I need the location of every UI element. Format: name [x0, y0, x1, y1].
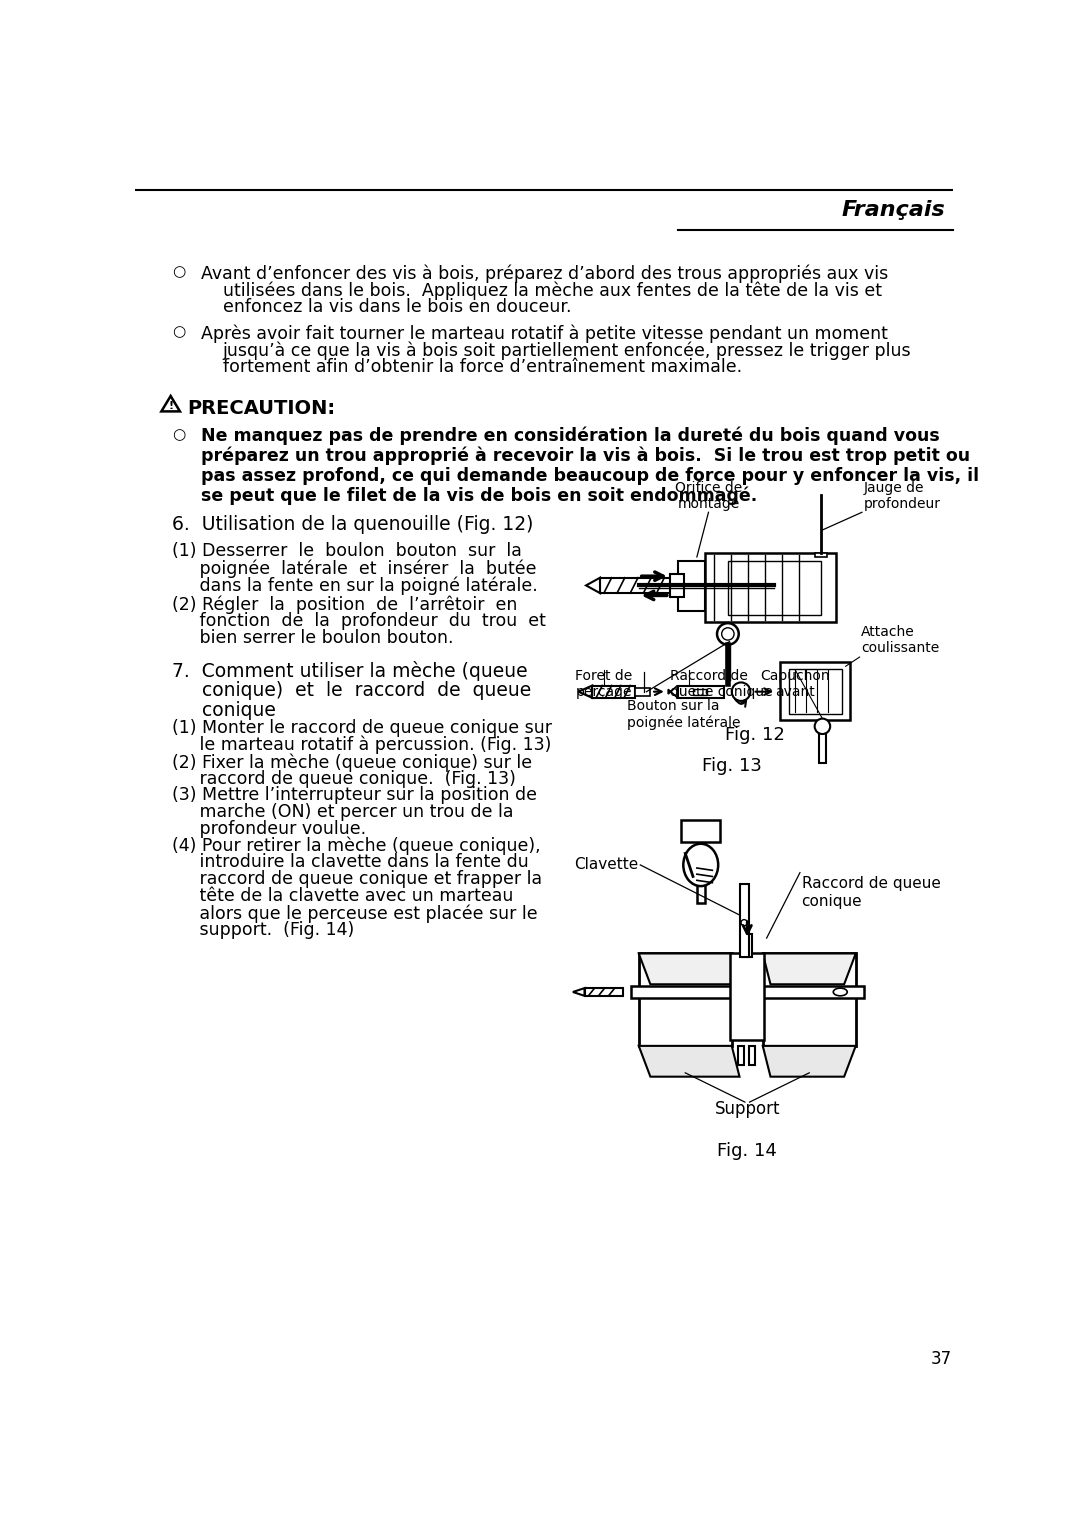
Text: 37: 37 — [931, 1350, 951, 1368]
Text: ○: ○ — [172, 265, 186, 280]
Text: enfoncez la vis dans le bois en douceur.: enfoncez la vis dans le bois en douceur. — [222, 298, 571, 317]
Polygon shape — [586, 578, 600, 593]
Text: Orifice de
montage: Orifice de montage — [675, 480, 742, 511]
Text: conique)  et  le  raccord  de  queue: conique) et le raccord de queue — [172, 680, 531, 700]
Polygon shape — [572, 988, 584, 995]
Polygon shape — [762, 954, 855, 1046]
Text: 6.  Utilisation de la quenouille (Fig. 12): 6. Utilisation de la quenouille (Fig. 12… — [172, 515, 534, 534]
Circle shape — [732, 682, 751, 700]
Bar — [677, 561, 704, 610]
Bar — [789, 668, 841, 714]
Bar — [631, 986, 864, 998]
Text: profondeur voulue.: profondeur voulue. — [172, 820, 366, 838]
Polygon shape — [762, 1046, 855, 1076]
Circle shape — [717, 624, 739, 645]
Bar — [748, 1046, 755, 1066]
Text: jusqu’à ce que la vis à bois soit partiellement enfoncée, pressez le trigger plu: jusqu’à ce que la vis à bois soit partie… — [222, 341, 912, 359]
Circle shape — [814, 719, 831, 734]
Text: se peut que le filet de la vis de bois en soit endommagé.: se peut que le filet de la vis de bois e… — [201, 486, 757, 506]
Bar — [740, 884, 748, 957]
Text: Capuchon
avant: Capuchon avant — [760, 668, 831, 699]
Text: ○: ○ — [172, 427, 186, 442]
Text: Avant d’enfoncer des vis à bois, préparez d’abord des trous appropriés aux vis: Avant d’enfoncer des vis à bois, prépare… — [201, 265, 888, 283]
Text: pas assez profond, ce qui demande beaucoup de force pour y enfoncer la vis, il: pas assez profond, ce qui demande beauco… — [201, 466, 978, 485]
Bar — [819, 720, 826, 763]
Text: Fig. 14: Fig. 14 — [717, 1142, 778, 1161]
Circle shape — [721, 628, 734, 641]
Text: Jauge de
profondeur: Jauge de profondeur — [864, 480, 941, 511]
Bar — [600, 578, 677, 593]
Text: !: ! — [168, 401, 173, 411]
Polygon shape — [638, 954, 740, 985]
Text: introduire la clavette dans la fente du: introduire la clavette dans la fente du — [172, 853, 529, 872]
Text: support.  (Fig. 14): support. (Fig. 14) — [172, 920, 354, 939]
Text: (1) Desserrer  le  boulon  bouton  sur  la: (1) Desserrer le boulon bouton sur la — [172, 543, 522, 560]
Text: raccord de queue conique et frapper la: raccord de queue conique et frapper la — [172, 870, 542, 888]
Bar — [704, 553, 836, 622]
Text: Bouton sur la
poignée latérale: Bouton sur la poignée latérale — [627, 699, 741, 731]
Bar — [780, 662, 850, 720]
Polygon shape — [578, 685, 592, 697]
Text: dans la fente en sur la poigné latérale.: dans la fente en sur la poigné latérale. — [172, 576, 538, 595]
Text: Attache
coulissante: Attache coulissante — [861, 624, 940, 654]
Polygon shape — [161, 396, 180, 411]
Text: Foret de
perçage: Foret de perçage — [576, 668, 633, 699]
Polygon shape — [638, 954, 732, 1046]
Bar — [693, 688, 707, 694]
Bar — [730, 954, 765, 1040]
Text: tête de la clavette avec un marteau: tête de la clavette avec un marteau — [172, 887, 514, 905]
Text: le marteau rotatif à percussion. (Fig. 13): le marteau rotatif à percussion. (Fig. 1… — [172, 735, 552, 754]
Text: Raccord de
queue conique: Raccord de queue conique — [670, 668, 772, 699]
Text: préparez un trou approprié à recevoir la vis à bois.  Si le trou est trop petit : préparez un trou approprié à recevoir la… — [201, 446, 970, 465]
Polygon shape — [638, 1046, 740, 1076]
Text: marche (ON) et percer un trou de la: marche (ON) et percer un trou de la — [172, 803, 514, 821]
Polygon shape — [762, 954, 855, 985]
Text: Clavette: Clavette — [575, 858, 638, 873]
Text: Ne manquez pas de prendre en considération la dureté du bois quand vous: Ne manquez pas de prendre en considérati… — [201, 427, 940, 445]
Text: utilisées dans le bois.  Appliquez la mèche aux fentes de la tête de la vis et: utilisées dans le bois. Appliquez la mèc… — [222, 281, 881, 300]
Bar — [728, 561, 821, 615]
Bar — [738, 1046, 744, 1066]
Bar — [592, 685, 635, 697]
Text: conique: conique — [172, 700, 276, 720]
Text: PRECAUTION:: PRECAUTION: — [188, 399, 336, 417]
Bar — [670, 573, 684, 596]
Text: Fig. 12: Fig. 12 — [725, 726, 785, 745]
Text: alors que le perceuse est placée sur le: alors que le perceuse est placée sur le — [172, 904, 538, 922]
Text: (3) Mettre l’interrupteur sur la position de: (3) Mettre l’interrupteur sur la positio… — [172, 786, 537, 804]
Bar — [677, 685, 724, 697]
Text: Raccord de queue
conique: Raccord de queue conique — [801, 876, 941, 908]
Text: bien serrer le boulon bouton.: bien serrer le boulon bouton. — [172, 630, 454, 647]
Text: (2) Fixer la mèche (queue conique) sur le: (2) Fixer la mèche (queue conique) sur l… — [172, 754, 532, 772]
Circle shape — [741, 919, 747, 925]
Text: Français: Français — [841, 200, 945, 220]
Ellipse shape — [834, 988, 847, 995]
Bar — [681, 820, 720, 842]
Text: 7.  Comment utiliser la mèche (queue: 7. Comment utiliser la mèche (queue — [172, 661, 528, 680]
Text: (2) Régler  la  position  de  l’arrêtoir  en: (2) Régler la position de l’arrêtoir en — [172, 595, 517, 615]
Text: poignée  latérale  et  insérer  la  butée: poignée latérale et insérer la butée — [172, 560, 537, 578]
Text: raccord de queue conique.  (Fig. 13): raccord de queue conique. (Fig. 13) — [172, 771, 516, 789]
Text: Après avoir fait tourner le marteau rotatif à petite vitesse pendant un moment: Après avoir fait tourner le marteau rota… — [201, 324, 888, 342]
Ellipse shape — [684, 844, 718, 887]
Bar — [697, 835, 704, 904]
Text: (1) Monter le raccord de queue conique sur: (1) Monter le raccord de queue conique s… — [172, 719, 552, 737]
Text: fonction  de  la  profondeur  du  trou  et: fonction de la profondeur du trou et — [172, 613, 546, 630]
Text: Fig. 13: Fig. 13 — [702, 757, 761, 775]
Text: fortement afin d’obtenir la force d’entraînement maximale.: fortement afin d’obtenir la force d’entr… — [222, 358, 742, 376]
Text: Support: Support — [715, 1099, 780, 1118]
Text: ○: ○ — [172, 324, 186, 339]
Bar — [814, 553, 827, 557]
Bar — [635, 688, 650, 696]
Bar — [743, 934, 752, 957]
Bar — [584, 988, 623, 995]
Text: (4) Pour retirer la mèche (queue conique),: (4) Pour retirer la mèche (queue conique… — [172, 836, 541, 855]
Polygon shape — [669, 685, 677, 697]
